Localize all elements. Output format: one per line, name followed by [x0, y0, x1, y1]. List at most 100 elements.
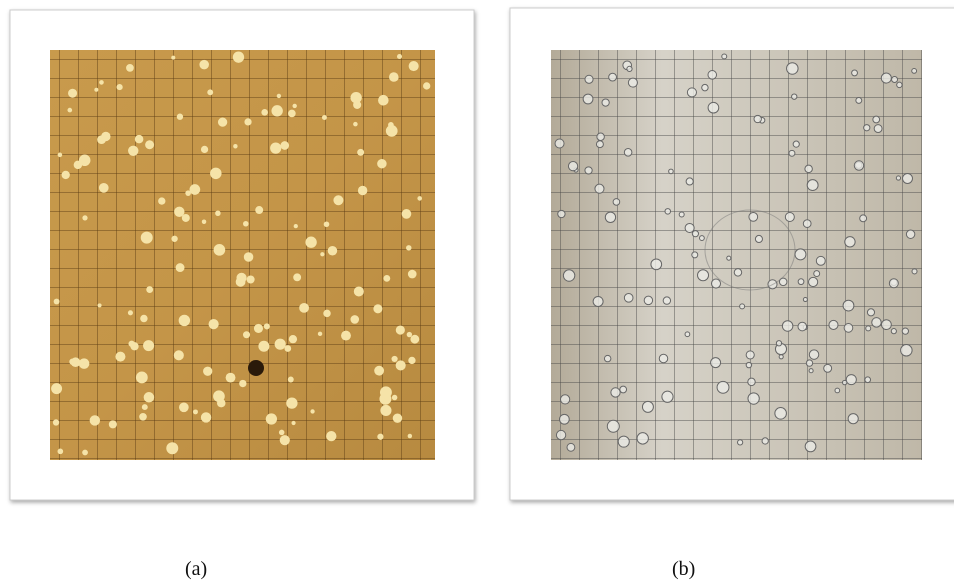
cell: [377, 159, 386, 168]
cell: [94, 88, 98, 92]
cell: [126, 64, 134, 72]
cell: [142, 404, 148, 410]
cell: [310, 409, 314, 413]
cell: [864, 125, 870, 131]
cell: [69, 358, 76, 365]
cell: [568, 161, 577, 170]
cell: [792, 94, 797, 99]
panel-caption: (a): [185, 558, 207, 581]
cell: [217, 399, 226, 408]
cell: [58, 153, 63, 158]
cell: [597, 133, 604, 140]
cell: [318, 332, 322, 336]
cell: [299, 303, 309, 313]
cell: [854, 161, 863, 170]
cell: [846, 375, 856, 385]
cell: [628, 78, 637, 87]
cell: [740, 304, 745, 309]
cell: [896, 176, 900, 180]
cell: [174, 350, 184, 360]
cell: [556, 430, 565, 439]
cell: [266, 413, 277, 424]
cell: [809, 350, 818, 359]
cell: [644, 296, 652, 304]
cell: [779, 355, 783, 359]
cell: [140, 315, 147, 322]
cell: [289, 335, 297, 343]
cell: [374, 366, 384, 376]
cell: [128, 146, 138, 156]
cell: [408, 434, 412, 438]
cell: [341, 331, 351, 341]
cell: [824, 364, 832, 372]
cell: [90, 415, 100, 425]
cell: [897, 82, 902, 87]
cell: [68, 89, 77, 98]
cell: [798, 322, 807, 331]
cell: [624, 149, 632, 157]
cell: [795, 249, 806, 260]
cell: [261, 109, 268, 116]
cell: [906, 230, 914, 238]
cell: [593, 296, 603, 306]
cell: [146, 286, 153, 293]
cell: [203, 367, 212, 376]
cell: [67, 108, 72, 113]
cell: [787, 63, 799, 75]
cell: [889, 279, 898, 288]
cell: [776, 341, 781, 346]
cell: [320, 252, 324, 256]
cell: [609, 73, 617, 81]
cell: [762, 438, 768, 444]
cell: [798, 279, 804, 285]
cell: [901, 345, 912, 356]
cell: [177, 114, 183, 120]
cell: [226, 373, 236, 383]
cell: [903, 174, 913, 184]
cell: [809, 369, 813, 373]
cell: [423, 82, 430, 89]
cell: [806, 360, 812, 366]
cell: [233, 144, 237, 148]
cell: [637, 433, 648, 444]
cell: [902, 328, 908, 334]
cell: [852, 70, 858, 76]
cell: [835, 388, 840, 393]
cell: [407, 332, 412, 337]
cell: [687, 88, 696, 97]
cell: [559, 414, 569, 424]
dark-particle: [248, 360, 264, 376]
cell: [842, 380, 846, 384]
cell: [618, 436, 629, 447]
cell: [891, 329, 896, 334]
cell: [583, 94, 593, 104]
cell: [294, 224, 298, 228]
cell: [860, 215, 867, 222]
cell: [417, 196, 422, 201]
cell: [844, 324, 853, 333]
cell: [128, 341, 134, 347]
cell: [669, 169, 674, 174]
cell: [845, 237, 855, 247]
cell: [280, 435, 290, 445]
cell: [785, 212, 794, 221]
cell: [396, 325, 405, 334]
cell: [82, 450, 88, 456]
cell: [214, 244, 226, 256]
cell: [782, 321, 793, 332]
cell: [605, 212, 615, 222]
cell: [380, 99, 386, 105]
cell: [144, 392, 155, 403]
cell: [692, 252, 698, 258]
cell: [82, 215, 87, 220]
cell: [397, 54, 402, 59]
cell: [54, 299, 60, 305]
cell: [873, 116, 880, 123]
cell: [596, 141, 603, 148]
cell: [135, 135, 144, 144]
cell: [141, 232, 153, 244]
cell: [97, 135, 106, 144]
cell: [255, 206, 263, 214]
cell: [685, 223, 694, 232]
cell: [692, 231, 698, 237]
